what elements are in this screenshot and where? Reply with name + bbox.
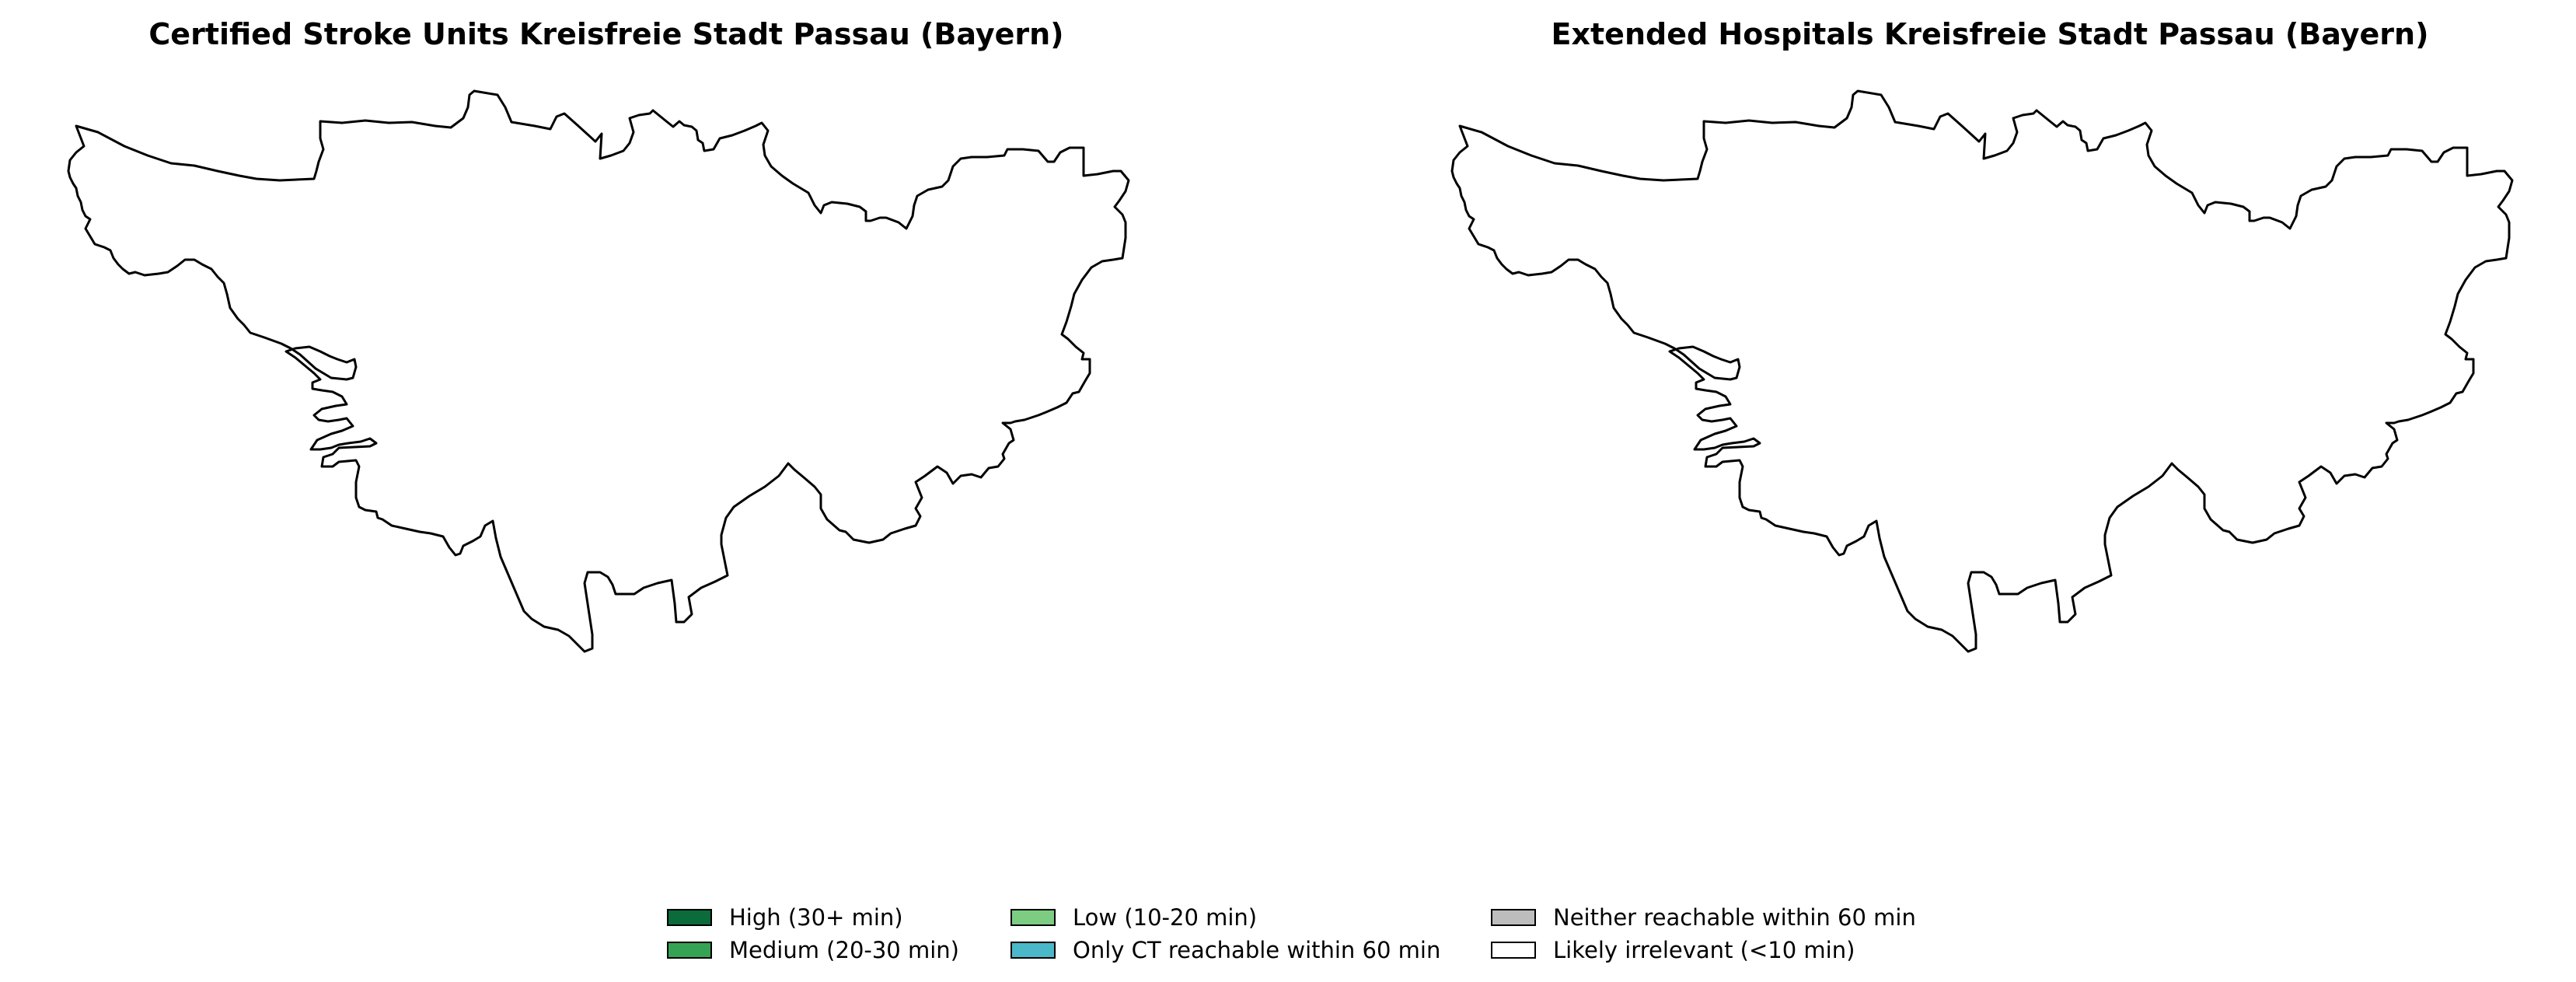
legend-item-high: High (30+ min) bbox=[667, 903, 903, 931]
passau-region-outline bbox=[67, 89, 1130, 653]
passau-region-outline bbox=[1450, 89, 2514, 653]
legend-label: Low (10-20 min) bbox=[1073, 904, 1258, 931]
legend-label: Neither reachable within 60 min bbox=[1553, 904, 1916, 931]
legend-swatch bbox=[667, 909, 712, 926]
legend-swatch bbox=[1491, 942, 1536, 959]
map-canvas bbox=[67, 89, 1130, 653]
legend-swatch bbox=[1491, 909, 1536, 926]
legend-swatch bbox=[1011, 909, 1056, 926]
legend-item-irrelevant: Likely irrelevant (<10 min) bbox=[1491, 936, 1855, 964]
legend-label: Likely irrelevant (<10 min) bbox=[1553, 937, 1855, 963]
map-legend: High (30+ min) Medium (20-30 min) Low (1… bbox=[667, 903, 2222, 973]
legend-item-neither: Neither reachable within 60 min bbox=[1491, 903, 1916, 931]
legend-label: High (30+ min) bbox=[729, 904, 903, 931]
legend-label: Only CT reachable within 60 min bbox=[1073, 937, 1441, 963]
legend-label: Medium (20-30 min) bbox=[729, 937, 959, 963]
map-canvas bbox=[1450, 89, 2514, 653]
legend-swatch bbox=[667, 942, 712, 959]
legend-swatch bbox=[1011, 942, 1056, 959]
map-panel-stroke-units: Certified Stroke Units Kreisfreie Stadt … bbox=[31, 0, 1244, 824]
legend-item-only-ct: Only CT reachable within 60 min bbox=[1011, 936, 1440, 964]
legend-item-medium: Medium (20-30 min) bbox=[667, 936, 959, 964]
map-title: Certified Stroke Units Kreisfreie Stadt … bbox=[148, 17, 1064, 51]
map-title: Extended Hospitals Kreisfreie Stadt Pass… bbox=[1551, 17, 2429, 51]
legend-item-low: Low (10-20 min) bbox=[1011, 903, 1257, 931]
map-panel-extended-hospitals: Extended Hospitals Kreisfreie Stadt Pass… bbox=[1415, 0, 2576, 824]
